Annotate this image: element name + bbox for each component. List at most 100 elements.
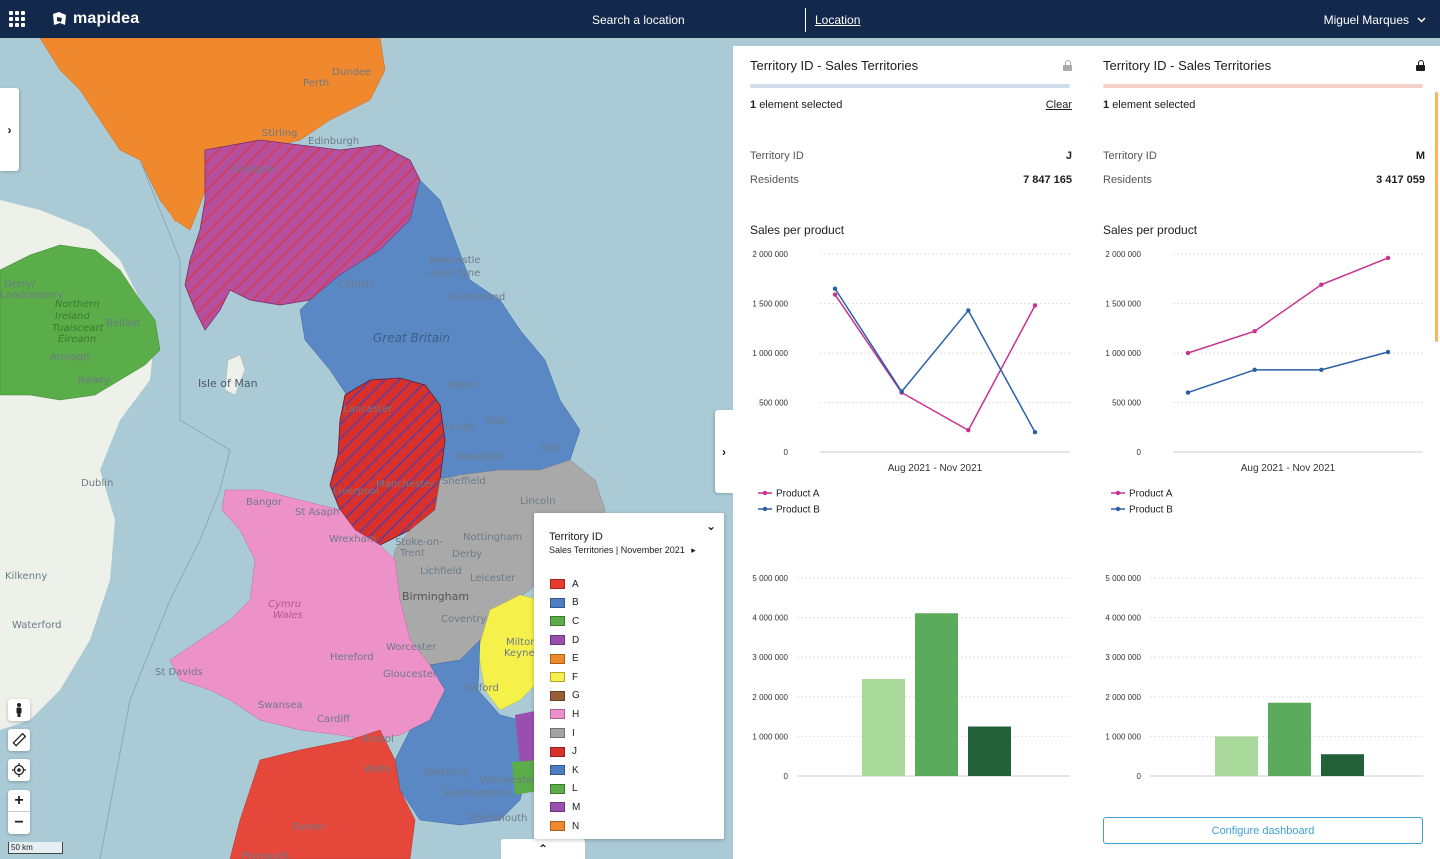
measure-button[interactable] <box>8 729 30 751</box>
map-label-armagh: Armagh <box>50 352 90 363</box>
map-label-st-asaph: St Asaph <box>295 507 340 518</box>
y-tick-label: 500 000 <box>1112 399 1141 408</box>
legend-swatch <box>550 709 565 720</box>
territory-row: Territory ID J <box>750 150 1072 162</box>
legend-subtitle[interactable]: Sales Territories | November 2021 ▸ <box>549 545 696 556</box>
y-tick-label: 3 000 000 <box>1105 653 1141 662</box>
dashboard-column-1: Territory ID - Sales Territories 1 eleme… <box>750 46 1072 859</box>
locate-me-button[interactable] <box>8 759 30 781</box>
apps-grid-icon[interactable] <box>9 11 25 27</box>
top-bar: mapidea Search a location Location Migue… <box>0 0 1440 38</box>
legend-item[interactable]: L <box>550 780 580 799</box>
lock-icon[interactable] <box>1416 60 1425 71</box>
territory-f <box>477 594 546 711</box>
series-line-product-a <box>1187 257 1389 354</box>
logo[interactable]: mapidea <box>52 10 139 28</box>
zoom-in-button[interactable]: + <box>8 790 30 812</box>
legend-label: H <box>572 708 580 720</box>
map-label-carlisle: Carlisle <box>338 279 375 290</box>
map-label-milton: Milton <box>506 637 537 648</box>
map-label-coventry: Coventry <box>441 614 487 625</box>
series-line-product-b <box>834 288 1036 433</box>
legend-separator: | <box>615 545 621 555</box>
legend-item[interactable]: C <box>550 612 580 631</box>
line-chart: 2 000 000 1 500 000 1 000 000 500 000 0 Aug 2… <box>1105 250 1423 516</box>
map-label-newry: Newry <box>78 375 110 386</box>
data-point <box>966 308 971 313</box>
caret-right-icon: ▸ <box>691 545 696 555</box>
scotland-island <box>165 180 188 222</box>
map-label-gloucester: Gloucester <box>383 669 438 680</box>
legend-marker <box>1115 490 1121 496</box>
legend-label: D <box>572 634 580 646</box>
map-label-upon-tyne: upon Tyne <box>429 268 481 279</box>
y-tick-label: 1 000 000 <box>1105 349 1141 358</box>
scrollbar[interactable] <box>1435 92 1438 342</box>
legend-swatch <box>550 653 565 664</box>
legend-swatch <box>550 783 565 794</box>
y-tick-label: 1 500 000 <box>1105 300 1141 309</box>
legend-label: F <box>572 671 579 683</box>
territory-b-south <box>394 639 531 826</box>
clear-selection-link[interactable]: Clear <box>1045 99 1072 111</box>
map-label-bangor: Bangor <box>246 497 282 508</box>
map-label-derby: Derby <box>452 549 483 560</box>
panel-color-bar <box>1103 84 1423 88</box>
selection-count: 1 element selected <box>750 99 843 111</box>
search-location-button[interactable]: Search a location <box>592 13 685 27</box>
legend-item[interactable]: E <box>550 649 580 668</box>
northern-ireland-territory <box>0 244 161 401</box>
legend-item[interactable]: M <box>550 798 580 817</box>
legend-item[interactable]: F <box>550 668 580 687</box>
legend-label: N <box>572 820 580 832</box>
user-menu[interactable]: Miguel Marques <box>1324 13 1426 27</box>
left-panel-toggle[interactable]: › <box>0 88 19 171</box>
location-link[interactable]: Location <box>815 13 861 27</box>
user-name: Miguel Marques <box>1323 13 1409 27</box>
y-tick-label: 1 000 000 <box>752 349 788 358</box>
x-axis-label: Aug 2021 - Nov 2021 <box>1241 463 1336 474</box>
data-point <box>1385 255 1391 261</box>
mapidea-logo-icon <box>53 12 66 25</box>
map-label-southampton: Southampton <box>443 788 511 799</box>
map-label-stirling: Stirling <box>262 128 298 139</box>
legend-label: L <box>572 783 578 795</box>
legend-label: E <box>572 653 579 665</box>
person-icon <box>16 703 22 717</box>
configure-dashboard-button[interactable]: Configure dashboard <box>1103 817 1423 844</box>
dashboard-toggle[interactable]: › <box>715 410 733 493</box>
legend-collapse-button[interactable]: ⌄ <box>706 519 716 533</box>
legend-item[interactable]: H <box>550 705 580 724</box>
logo-text: mapidea <box>73 10 140 27</box>
residents-row: Residents 3 417 059 <box>1103 174 1425 186</box>
legend-label: Product A <box>1129 489 1173 500</box>
panel-color-bar <box>750 84 1070 88</box>
map-label-stoke: Stoke-on- <box>395 537 443 548</box>
map-layer <box>0 38 606 859</box>
legend-item[interactable]: B <box>550 594 580 613</box>
legend-item[interactable]: I <box>550 724 580 743</box>
legend-item[interactable]: K <box>550 761 580 780</box>
legend-item[interactable]: D <box>550 631 580 650</box>
legend-marker <box>1115 506 1121 512</box>
legend-item[interactable]: N <box>550 817 580 836</box>
section-title: Sales per product <box>750 223 845 237</box>
street-view-button[interactable] <box>8 699 30 721</box>
y-tick-label: 2 000 000 <box>1105 693 1141 702</box>
legend-label: J <box>572 746 577 758</box>
legend-item[interactable]: A <box>550 575 580 594</box>
bar-chart: 5 000 000 4 000 000 3 000 000 2 000 000 1 00… <box>1105 574 1423 781</box>
section-title: Sales per product <box>1103 223 1198 237</box>
map-label-lincoln: Lincoln <box>520 496 556 507</box>
zoom-out-button[interactable]: − <box>8 812 30 834</box>
legend-item[interactable]: J <box>550 742 580 761</box>
lock-icon[interactable] <box>1063 60 1072 71</box>
legend-item[interactable]: G <box>550 687 580 706</box>
legend-period: November 2021 <box>620 545 685 555</box>
map-label-york: York <box>485 416 506 427</box>
bottom-panel-toggle[interactable]: ⌃ <box>501 839 585 859</box>
map-label-st-davids: St Davids <box>155 667 203 678</box>
map-canvas[interactable]: Perth Dundee Stirling Edinburgh Glasgow … <box>0 38 733 859</box>
legend-swatch <box>550 635 565 646</box>
legend-title: Territory ID <box>549 531 603 543</box>
